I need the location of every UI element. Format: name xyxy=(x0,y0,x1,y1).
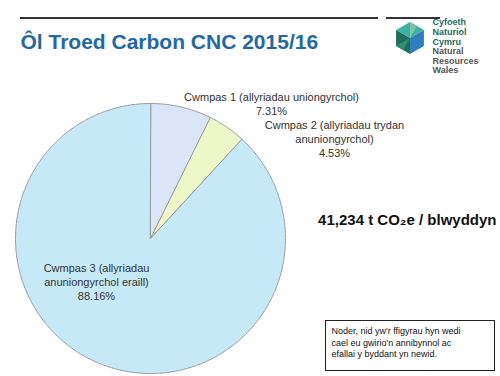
svg-text:Cyfoeth: Cyfoeth xyxy=(433,17,467,27)
svg-text:41,234 t CO₂e / blwyddyn: 41,234 t CO₂e / blwyddyn xyxy=(318,211,496,228)
svg-text:Noder, nid yw'r ffigyrau hyn w: Noder, nid yw'r ffigyrau hyn wedicael eu… xyxy=(332,326,461,359)
svg-text:Cymru: Cymru xyxy=(433,37,462,47)
svg-text:Cwmpas 3 (allyriadauanuniongyr: Cwmpas 3 (allyriadauanuniongyrchol erail… xyxy=(44,262,150,302)
svg-text:Natural: Natural xyxy=(433,46,464,56)
svg-text:Naturiol: Naturiol xyxy=(433,27,467,37)
svg-text:Cwmpas 1 (allyriadau uniongyrc: Cwmpas 1 (allyriadau uniongyrchol)7.31% xyxy=(184,91,359,117)
svg-text:Wales: Wales xyxy=(433,65,459,75)
svg-text:Ôl Troed Carbon CNC 2015/16: Ôl Troed Carbon CNC 2015/16 xyxy=(21,30,319,53)
svg-text:Cwmpas 2 (allyriadau trydananu: Cwmpas 2 (allyriadau trydananuniongyrcho… xyxy=(265,119,404,159)
svg-text:Resources: Resources xyxy=(433,56,479,66)
